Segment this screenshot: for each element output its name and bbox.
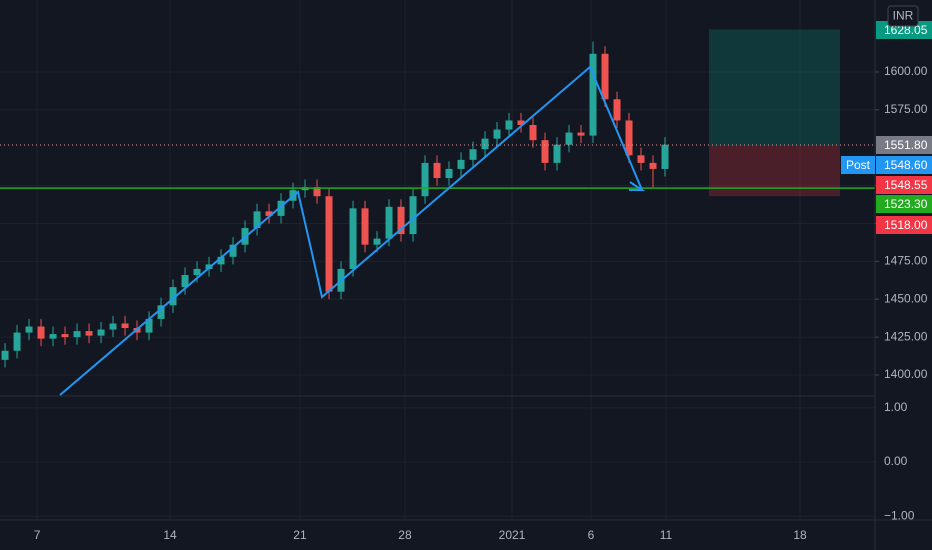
candle-body bbox=[37, 326, 45, 339]
y2-tick-label: −1.00 bbox=[884, 508, 915, 522]
candle-body bbox=[265, 211, 273, 216]
price-badge-label: 1548.55 bbox=[884, 178, 928, 192]
target-zone bbox=[709, 29, 840, 145]
price-badge bbox=[876, 176, 932, 194]
candle-body bbox=[169, 287, 177, 306]
candle-body bbox=[481, 138, 489, 150]
candle-body bbox=[397, 206, 405, 235]
candle-body bbox=[25, 326, 33, 333]
currency: INR bbox=[893, 9, 914, 23]
candle-body bbox=[493, 129, 501, 139]
grid bbox=[0, 0, 875, 520]
candle-body bbox=[349, 208, 357, 269]
candle-body bbox=[61, 334, 69, 338]
candle-body bbox=[181, 275, 189, 288]
candle-body bbox=[97, 329, 105, 336]
candle-body bbox=[517, 120, 525, 125]
candle-body bbox=[589, 53, 597, 136]
candle-body bbox=[73, 331, 81, 338]
price-badge-label: 1551.80 bbox=[884, 138, 928, 152]
x-tick-label: 7 bbox=[34, 528, 41, 542]
y2-tick-label: 1.00 bbox=[884, 400, 908, 414]
x-tick-label: 11 bbox=[660, 528, 673, 542]
price-badge-label: 1518.00 bbox=[884, 218, 928, 232]
candle-body bbox=[625, 120, 633, 156]
candle-body bbox=[565, 132, 573, 145]
candle-body bbox=[469, 149, 477, 160]
currency-box[interactable] bbox=[887, 5, 919, 27]
price-badge-label: 1628.05 bbox=[884, 23, 928, 37]
candle-body bbox=[457, 159, 465, 169]
candle-body bbox=[361, 208, 369, 245]
candle-body bbox=[529, 125, 537, 141]
candle-body bbox=[325, 196, 333, 292]
session-badge bbox=[841, 156, 875, 174]
price-badge-label: 1548.60 bbox=[884, 158, 928, 172]
price-badge bbox=[876, 195, 932, 213]
candle-body bbox=[385, 206, 393, 239]
session-badge-label: Post bbox=[846, 158, 871, 172]
y-tick-label: 1600.00 bbox=[884, 64, 928, 78]
arrow-head bbox=[629, 181, 646, 191]
position-tool[interactable] bbox=[709, 29, 840, 197]
candle-body bbox=[577, 132, 585, 136]
candle-body bbox=[601, 53, 609, 100]
candle-body bbox=[157, 305, 165, 319]
candle-body bbox=[421, 162, 429, 197]
x-tick-label: 14 bbox=[163, 528, 177, 542]
candle-body bbox=[85, 331, 93, 336]
candle-body bbox=[373, 238, 381, 245]
candle-body bbox=[109, 323, 117, 330]
candle-body bbox=[409, 196, 417, 235]
price-badge bbox=[876, 136, 932, 154]
candle-body bbox=[313, 187, 321, 197]
y2-tick-label: 0.00 bbox=[884, 454, 908, 468]
axes: 7 14 21 28 2021 6 11 18 1400.00 1425.00 1450.00 147… bbox=[34, 21, 932, 542]
candle-body bbox=[121, 323, 129, 329]
candle-body bbox=[193, 268, 201, 275]
candle-body bbox=[1, 350, 9, 360]
y-tick-label: 1575.00 bbox=[884, 102, 928, 116]
candle-body bbox=[277, 200, 285, 216]
candle-body bbox=[613, 99, 621, 121]
candle-body bbox=[433, 162, 441, 179]
candle-body bbox=[541, 140, 549, 163]
price-badge bbox=[876, 156, 932, 174]
x-tick-label: 28 bbox=[398, 528, 412, 542]
price-badge-label: 1523.30 bbox=[884, 197, 928, 211]
y-tick-label: 1475.00 bbox=[884, 254, 928, 268]
candle-body bbox=[253, 211, 261, 229]
price-badge bbox=[876, 216, 932, 234]
candle-body bbox=[649, 162, 657, 169]
candle-body bbox=[145, 318, 153, 333]
candle-body bbox=[49, 334, 57, 339]
x-tick-label: 21 bbox=[293, 528, 307, 542]
candle-body bbox=[505, 120, 513, 130]
y-tick-label: 1450.00 bbox=[884, 291, 928, 305]
y-tick-label: 1400.00 bbox=[884, 367, 928, 381]
candle-body bbox=[661, 144, 669, 169]
y-tick-label: 1425.00 bbox=[884, 329, 928, 343]
candles bbox=[0, 41, 875, 368]
candle-body bbox=[445, 168, 453, 179]
x-tick-label: 18 bbox=[793, 528, 807, 542]
candle-body bbox=[13, 332, 21, 351]
candle-body bbox=[217, 256, 225, 265]
candle-body bbox=[553, 144, 561, 163]
candle-body bbox=[229, 244, 237, 257]
trend-line[interactable] bbox=[59, 65, 643, 396]
x-tick-label: 2021 bbox=[499, 528, 526, 542]
candle-body bbox=[637, 155, 645, 163]
x-tick-label: 6 bbox=[588, 528, 595, 542]
trend-lines[interactable] bbox=[59, 65, 646, 396]
